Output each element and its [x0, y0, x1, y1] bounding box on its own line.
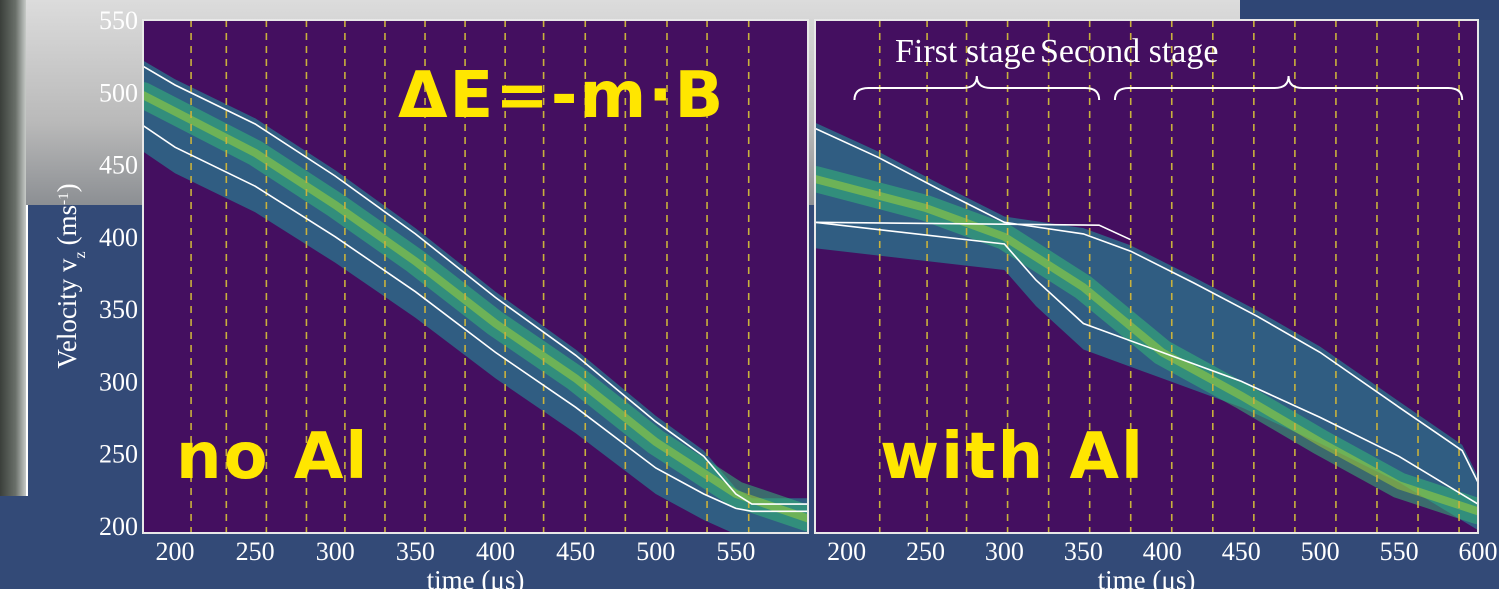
- stage-label: Second stage: [1040, 33, 1218, 70]
- x-tick-label: 200: [827, 537, 866, 566]
- x-tick-label: 450: [556, 537, 595, 566]
- x-tick-label: 350: [396, 537, 435, 566]
- lower-envelope-a: [143, 124, 808, 513]
- upper-envelope-b: [815, 127, 1478, 483]
- flat-envelope-b: [815, 221, 1132, 241]
- y-tick-label: 200: [99, 512, 138, 541]
- x-axis-title-b: time (μs): [1098, 565, 1196, 589]
- x-tick-label: 400: [1143, 537, 1182, 566]
- x-tick-label: 200: [156, 537, 195, 566]
- x-tick-label: 500: [636, 537, 675, 566]
- background-photo-left: [0, 0, 28, 496]
- x-tick-label: 550: [716, 537, 755, 566]
- upper-envelope-a: [143, 65, 808, 505]
- x-tick-label: 300: [316, 537, 355, 566]
- y-axis-title-subscript: z: [72, 251, 89, 258]
- x-tick-label: 250: [236, 537, 275, 566]
- energy-equation-label: ΔE=-m·B: [398, 59, 725, 133]
- stage-brace: [1113, 75, 1464, 101]
- density-peak-a: [143, 91, 808, 523]
- plot-frame-b: [814, 19, 1479, 534]
- x-axis-title-a: time (μs): [427, 565, 525, 589]
- y-tick-label: 450: [99, 151, 138, 180]
- lower-envelope-b: [815, 221, 1478, 505]
- stage-brace: [853, 75, 1101, 101]
- panel-label-b: with Al: [880, 420, 1145, 494]
- y-axis-title-units: (ms: [52, 205, 82, 246]
- y-tick-label: 550: [99, 6, 138, 35]
- y-tick-label: 400: [99, 223, 138, 252]
- plot-frame-a: [142, 19, 809, 534]
- x-tick-label: 400: [476, 537, 515, 566]
- y-axis-title: Velocity vz (ms-1): [52, 183, 89, 368]
- background-right-panel: [1240, 0, 1499, 20]
- x-tick-label: 450: [1222, 537, 1261, 566]
- stage-label: First stage: [895, 33, 1036, 70]
- x-tick-label: 500: [1301, 537, 1340, 566]
- x-tick-label: 350: [1064, 537, 1103, 566]
- y-tick-label: 250: [99, 440, 138, 469]
- y-axis-title-units-sup: -1: [56, 192, 72, 205]
- x-tick-label: 550: [1380, 537, 1419, 566]
- density-core-a: [143, 82, 808, 532]
- y-tick-label: 500: [99, 78, 138, 107]
- panel-label-a: no Al: [176, 420, 369, 494]
- x-tick-label: 250: [906, 537, 945, 566]
- plot-content-b: [815, 20, 1478, 533]
- x-tick-label: 600: [1459, 537, 1498, 566]
- y-axis-title-units-close: ): [52, 183, 82, 192]
- y-tick-label: 350: [99, 295, 138, 324]
- y-tick-label: 300: [99, 367, 138, 396]
- plot-content-a: [143, 20, 808, 533]
- y-axis-title-text: Velocity v: [52, 258, 82, 369]
- x-tick-label: 300: [985, 537, 1024, 566]
